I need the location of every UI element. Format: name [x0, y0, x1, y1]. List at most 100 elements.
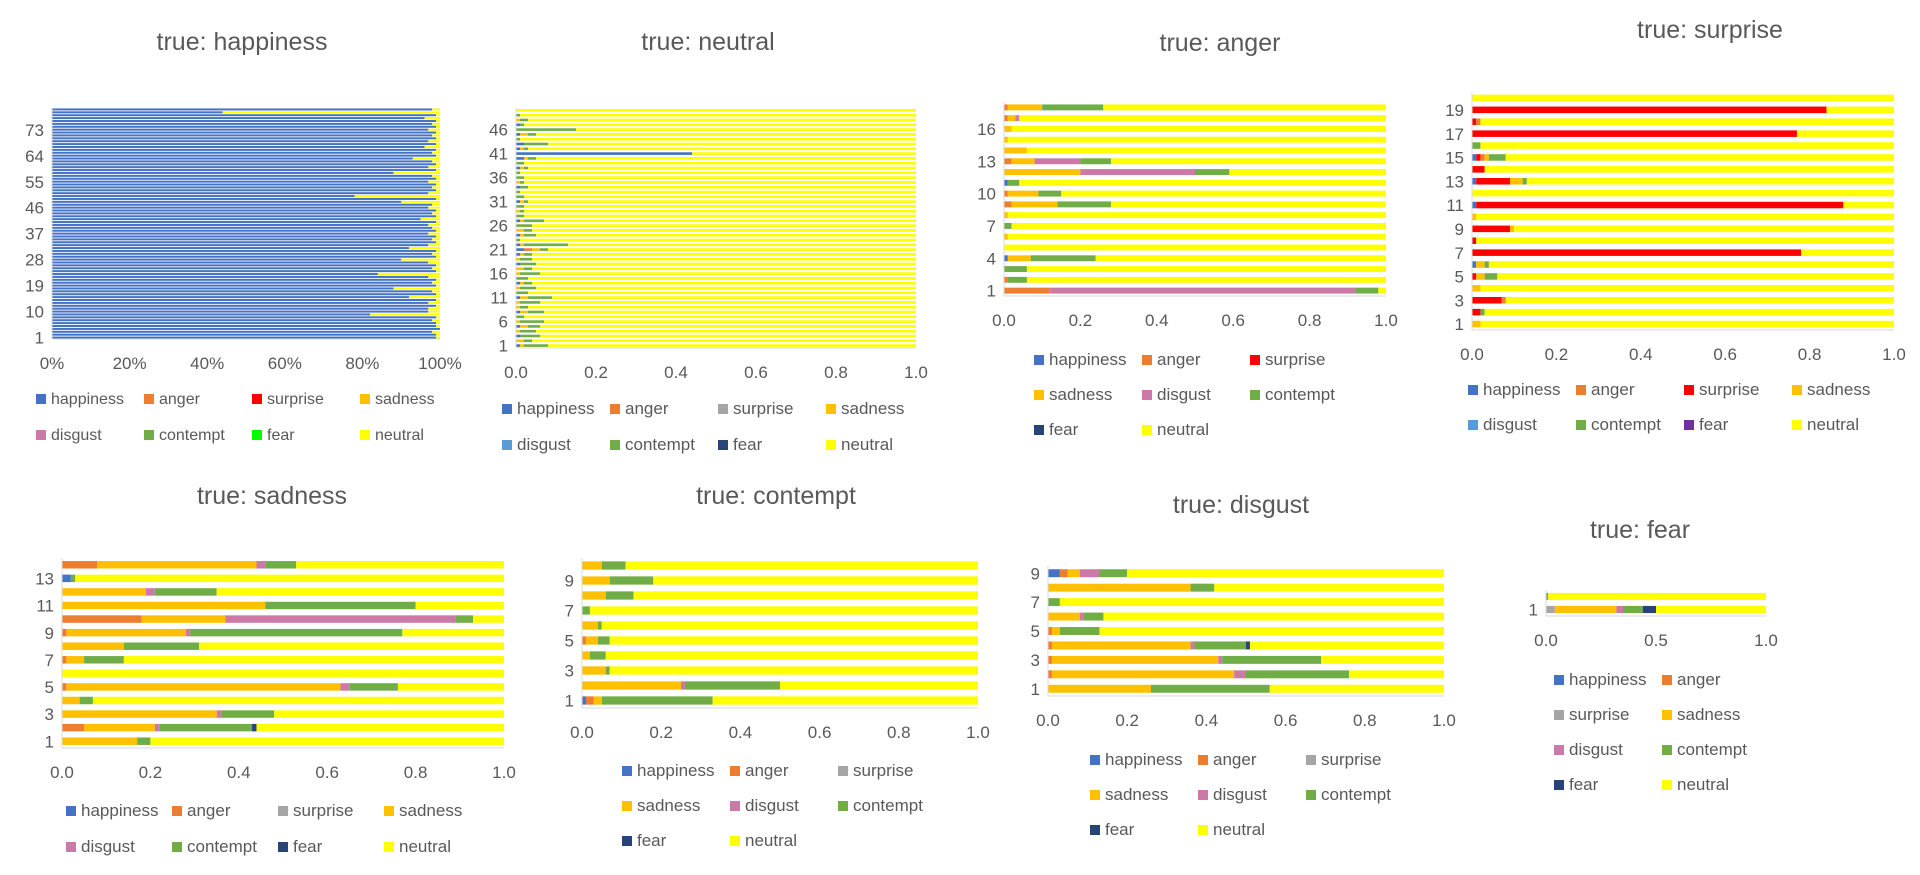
- bar-segment-neutral: [1103, 104, 1386, 111]
- bar-segment-sadness: [62, 642, 124, 650]
- bar-segment-happiness: [52, 281, 433, 284]
- legend-label-sadness: sadness: [375, 391, 435, 408]
- bar-segment-neutral: [436, 183, 440, 186]
- bar-segment-neutral: [532, 339, 916, 343]
- bar-segment-contempt: [524, 219, 544, 223]
- bar-segment-neutral: [540, 325, 916, 328]
- bar-segment-neutral: [528, 166, 916, 170]
- chart-6: true: disgust 0.0 0.2 0.4 0.6 0.8 1.0 1 3 5 7 9 happ…: [1031, 491, 1456, 839]
- x-tick-label: 1.0: [1432, 711, 1456, 730]
- bar-segment-anger: [1004, 104, 1008, 111]
- y-tick-label: 16: [489, 265, 508, 284]
- bar-segment-neutral: [432, 134, 440, 137]
- bar-segment-happiness: [52, 117, 425, 120]
- legend-label-happiness: happiness: [81, 801, 159, 820]
- legend-swatch-contempt: [144, 430, 154, 440]
- bar-segment-neutral: [436, 189, 440, 192]
- bar-segment-neutral: [428, 166, 440, 169]
- bar-segment-neutral: [524, 205, 916, 208]
- bar-segment-happiness: [1472, 201, 1477, 209]
- bar-segment-neutral: [424, 145, 440, 148]
- legend-label-disgust: disgust: [1157, 385, 1211, 404]
- legend-label-happiness: happiness: [1569, 670, 1647, 689]
- legend-swatch-happiness: [502, 404, 512, 414]
- bar-segment-happiness: [1048, 569, 1060, 578]
- plot-area: [52, 108, 440, 339]
- bar-segment-happiness: [516, 248, 524, 251]
- bar-segment-happiness: [52, 270, 437, 273]
- bar-segment-contempt: [1522, 177, 1527, 185]
- bar-segment-anger: [1004, 201, 1012, 208]
- bar-segment-happiness: [52, 125, 437, 128]
- y-tick-label: 64: [25, 147, 44, 166]
- x-tick-label: 0.0: [50, 763, 74, 782]
- y-tick-label: 46: [489, 121, 508, 140]
- legend-label-surprise: surprise: [1569, 705, 1629, 724]
- bar-segment-contempt: [1150, 684, 1270, 693]
- legend-swatch-disgust: [502, 440, 512, 450]
- legend-label-sadness: sadness: [637, 796, 700, 815]
- bar-segment-happiness: [52, 241, 437, 244]
- y-tick-label: 7: [1455, 244, 1464, 263]
- bar-segment-contempt: [524, 253, 532, 256]
- bar-segment-happiness: [516, 219, 520, 223]
- bar-segment-neutral: [436, 304, 440, 307]
- x-tick-label: 0.4: [1629, 345, 1653, 364]
- legend-swatch-neutral: [826, 440, 836, 450]
- bar-segment-contempt: [1222, 655, 1322, 664]
- legend-label-neutral: neutral: [745, 831, 797, 850]
- bar-segment-surprise: [1472, 237, 1477, 245]
- bar-segment-happiness: [52, 137, 437, 140]
- y-tick-label: 28: [25, 251, 44, 270]
- bar-segment-neutral: [436, 241, 440, 244]
- bar-segment-contempt: [137, 737, 151, 745]
- bar-segment-neutral: [1004, 244, 1386, 251]
- bar-segment-neutral: [436, 255, 440, 258]
- bar-segment-neutral: [1480, 285, 1894, 292]
- bar-segment-sadness: [1048, 684, 1151, 693]
- bar-segment-neutral: [1103, 612, 1444, 621]
- bar-segment-sadness: [97, 561, 257, 569]
- bar-segment-neutral: [436, 119, 440, 122]
- legend-swatch-happiness: [1034, 355, 1044, 365]
- bar-segment-neutral: [432, 267, 440, 270]
- bar-segment-surprise: [1472, 166, 1485, 173]
- legend-swatch-neutral: [1662, 780, 1672, 790]
- x-tick-label: 0.2: [584, 363, 608, 382]
- y-tick-label: 1: [45, 732, 54, 751]
- bar-segment-contempt: [524, 243, 568, 247]
- bar-segment-neutral: [436, 197, 440, 200]
- legend-swatch-sadness: [384, 806, 394, 816]
- legend-swatch-fear: [1684, 420, 1694, 430]
- legend-label-fear: fear: [267, 427, 295, 444]
- bar-segment-sadness: [520, 166, 524, 170]
- chart-7: true: fear 0.0 0.5 1.0 1 happiness anger surpri…: [1529, 516, 1778, 794]
- bar-segment-happiness: [516, 185, 520, 189]
- bar-segment-disgust: [681, 681, 685, 690]
- legend-label-happiness: happiness: [517, 399, 595, 418]
- bar-segment-neutral: [428, 140, 440, 143]
- x-tick-label: 100%: [418, 354, 461, 373]
- bar-segment-contempt: [1623, 605, 1643, 614]
- bar-segment-happiness: [52, 180, 429, 183]
- x-tick-label: 1.0: [966, 723, 990, 742]
- bar-segment-neutral: [712, 696, 978, 705]
- bar-segment-happiness: [52, 215, 437, 218]
- bar-segment-neutral: [524, 214, 916, 218]
- x-tick-label: 0.2: [1115, 711, 1139, 730]
- legend-swatch-sadness: [1662, 710, 1672, 720]
- bar-segment-neutral: [1526, 177, 1894, 185]
- legend-swatch-contempt: [610, 440, 620, 450]
- legend-swatch-sadness: [826, 404, 836, 414]
- bar-segment-contempt: [1080, 158, 1111, 165]
- legend-label-disgust: disgust: [51, 427, 102, 444]
- bar-segment-happiness: [52, 267, 433, 270]
- bar-segment-contempt: [1057, 201, 1111, 208]
- bar-segment-happiness: [52, 232, 429, 235]
- bar-segment-contempt: [524, 147, 528, 151]
- bar-segment-neutral: [1514, 225, 1894, 233]
- bar-segment-sadness: [1007, 104, 1043, 111]
- bar-segment-neutral: [436, 284, 440, 287]
- legend-swatch-surprise: [838, 766, 848, 776]
